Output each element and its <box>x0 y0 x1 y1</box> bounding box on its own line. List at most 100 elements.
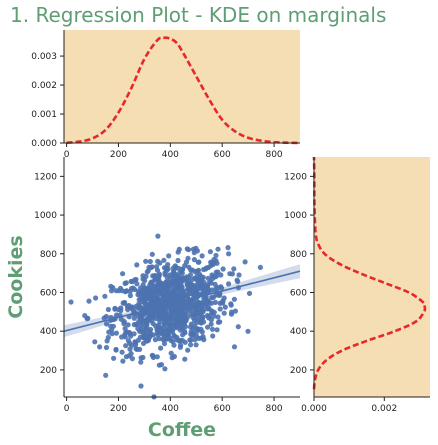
scatter-point <box>182 356 188 362</box>
joint-x-tick-label: 600 <box>214 404 231 414</box>
scatter-point <box>235 324 241 330</box>
marginal-x-x-tick-label: 200 <box>110 150 127 160</box>
scatter-point <box>222 304 228 310</box>
scatter-point <box>210 294 216 300</box>
marginal-x-y-ticks: 0.000 0.001 0.002 0.003 <box>31 52 64 149</box>
joint-y-tick-label: 800 <box>40 250 57 260</box>
scatter-point <box>155 233 161 239</box>
scatter-point <box>177 337 183 344</box>
joint-x-ticks: 0 200 400 600 800 <box>64 397 283 414</box>
scatter-point <box>229 271 235 277</box>
scatter-point <box>136 297 142 303</box>
scatter-point <box>164 281 170 287</box>
scatter-point <box>145 317 151 323</box>
scatter-point <box>112 305 118 311</box>
scatter-point <box>161 265 168 271</box>
scatter-point <box>148 326 154 333</box>
scatter-point <box>228 311 235 317</box>
scatter-point <box>194 315 200 321</box>
scatter-point <box>194 277 200 283</box>
scatter-point <box>144 269 150 275</box>
marginal-y-panel: 0.000 0.002 200 400 600 800 1000 1200 <box>284 156 430 414</box>
joint-panel: 0 200 400 600 800 200 400 600 800 1000 1200 Coffe… <box>5 157 301 441</box>
scatter-point <box>126 329 132 336</box>
scatter-point <box>145 336 151 342</box>
scatter-point <box>191 250 197 256</box>
scatter-point <box>185 286 191 292</box>
joint-x-tick-label: 800 <box>265 404 282 414</box>
scatter-point <box>217 292 223 298</box>
scatter-point <box>209 308 215 314</box>
scatter-point <box>103 372 109 378</box>
scatter-point <box>103 344 110 351</box>
scatter-point <box>134 281 140 287</box>
scatter-point <box>231 296 237 302</box>
scatter-point <box>108 283 114 289</box>
scatter-point <box>245 328 251 334</box>
scatter-point <box>212 281 218 287</box>
scatter-point <box>155 258 161 264</box>
scatter-point <box>165 262 171 268</box>
joint-y-tick-label: 200 <box>40 366 57 376</box>
regression-line <box>63 270 301 332</box>
scatter-point <box>123 343 129 349</box>
scatter-point <box>152 287 158 293</box>
scatter-point <box>156 362 162 368</box>
scatter-point <box>200 307 206 313</box>
scatter-point <box>122 280 128 286</box>
scatter-point <box>195 326 201 332</box>
scatter-point <box>143 273 149 279</box>
scatter-point <box>174 293 181 299</box>
scatter-point <box>165 331 171 337</box>
scatter-point <box>138 328 144 334</box>
scatter-point <box>113 330 119 336</box>
scatter-point <box>183 259 190 265</box>
marginal-y-y-tick-label: 400 <box>290 327 307 337</box>
scatter-point <box>113 346 119 353</box>
scatter-point <box>160 309 166 316</box>
scatter-point <box>86 298 92 304</box>
scatter-point <box>191 257 197 263</box>
scatter-point <box>134 321 140 327</box>
scatter-point <box>156 271 162 277</box>
scatter-point <box>167 290 173 296</box>
scatter-point <box>209 300 215 306</box>
scatter-point <box>138 359 144 365</box>
scatter-point <box>185 347 191 353</box>
scatter-point <box>214 327 220 333</box>
scatter-point <box>147 301 153 307</box>
scatter-point <box>122 299 128 306</box>
scatter-point <box>122 325 128 332</box>
scatter-point <box>205 324 211 330</box>
joint-y-tick-label: 400 <box>40 327 57 337</box>
scatter-point <box>171 353 177 360</box>
scatter-point <box>177 275 183 281</box>
scatter-point <box>144 321 150 327</box>
joint-y-tick-label: 600 <box>40 288 57 298</box>
scatter-point <box>170 268 177 274</box>
scatter-point <box>174 306 180 312</box>
marginal-y-y-tick-label: 800 <box>290 250 307 260</box>
scatter-point <box>209 326 216 332</box>
scatter-point <box>219 285 225 291</box>
scatter-point <box>184 314 190 321</box>
scatter-point <box>133 342 139 348</box>
scatter-point <box>102 293 108 299</box>
scatter-point <box>138 314 144 320</box>
scatter-point <box>196 300 202 306</box>
scatter-point <box>257 264 263 270</box>
scatter-point <box>177 344 183 350</box>
marginal-y-y-tick-label: 1200 <box>284 172 307 182</box>
scatter-point <box>134 262 140 268</box>
scatter-point <box>137 334 144 340</box>
x-axis-label: Coffee <box>148 419 216 441</box>
scatter-point <box>207 249 213 255</box>
scatter-point <box>161 291 167 297</box>
marginal-x-x-tick-label: 800 <box>265 150 282 160</box>
scatter-point <box>183 308 189 314</box>
scatter-point <box>218 272 224 278</box>
scatter-point <box>186 247 192 253</box>
scatter-point <box>178 324 184 330</box>
marginal-x-panel: 0.000 0.001 0.002 0.003 0 200 400 600 800 <box>31 30 301 160</box>
scatter-point <box>127 293 133 299</box>
